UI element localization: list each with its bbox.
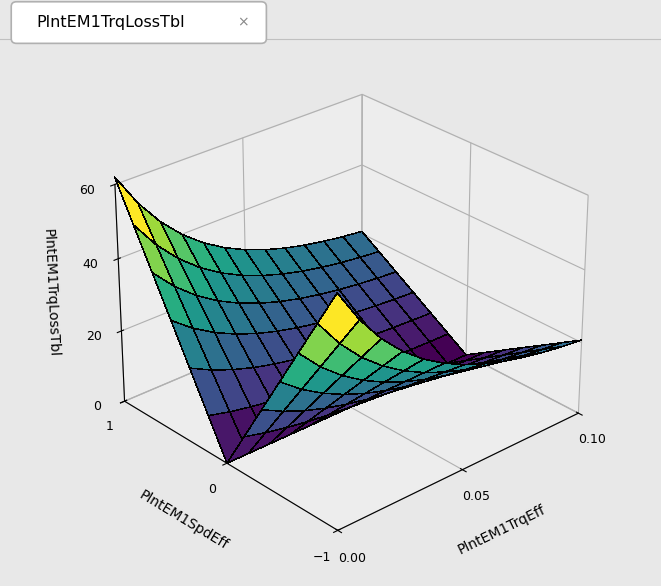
Text: PlntEM1TrqLossTbl: PlntEM1TrqLossTbl (36, 15, 185, 30)
Y-axis label: PlntEM1SpdEff: PlntEM1SpdEff (136, 488, 231, 553)
Text: ×: × (237, 15, 249, 29)
X-axis label: PlntEM1TrqEff: PlntEM1TrqEff (456, 502, 548, 557)
